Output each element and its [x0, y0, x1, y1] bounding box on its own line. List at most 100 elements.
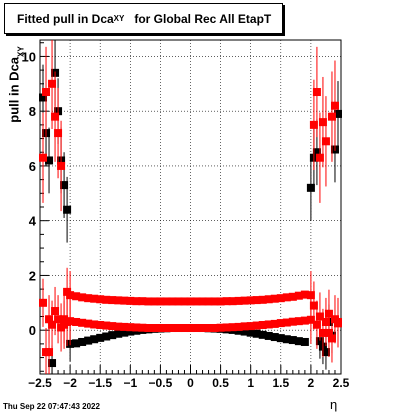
data-point [288, 336, 297, 345]
data-point [300, 316, 309, 325]
y-tick-label: 6 [29, 159, 36, 174]
data-point [240, 327, 249, 336]
data-point [162, 324, 171, 333]
data-point [270, 294, 279, 303]
data-point [42, 88, 51, 97]
data-point [138, 323, 147, 332]
data-point [114, 329, 123, 338]
data-point [90, 320, 99, 329]
data-point [156, 324, 165, 333]
data-point [84, 319, 93, 328]
data-point [270, 319, 279, 328]
data-point [246, 322, 255, 331]
data-point [138, 297, 147, 306]
data-point [144, 324, 153, 333]
y-tick-label: 4 [29, 214, 37, 229]
data-point [240, 296, 249, 305]
title-sub: XY [113, 14, 125, 23]
data-point [228, 297, 237, 306]
data-point [72, 317, 81, 326]
y-tick-label: 8 [29, 104, 36, 119]
data-point [210, 324, 219, 333]
data-point [306, 315, 315, 324]
title-suffix: for Global Rec All EtapT [134, 11, 272, 26]
data-point [132, 323, 141, 332]
data-point [66, 317, 75, 326]
y-tick-label: 10 [22, 49, 36, 64]
data-point [252, 296, 261, 305]
data-point [312, 88, 321, 97]
data-point [78, 318, 87, 327]
data-point [327, 334, 336, 343]
data-point [84, 336, 93, 345]
data-point [114, 322, 123, 331]
x-tick-label: −2.5 [28, 376, 52, 390]
data-point [126, 327, 135, 336]
data-point [258, 295, 267, 304]
data-point [180, 324, 189, 333]
data-point [270, 333, 279, 342]
data-point [252, 329, 261, 338]
data-point [264, 331, 273, 340]
data-point [39, 93, 48, 102]
data-point [321, 317, 330, 326]
x-tick-label: −1.5 [88, 376, 112, 390]
x-tick-label: −1 [123, 376, 137, 390]
data-point [108, 296, 117, 305]
x-tick-label: 2.5 [333, 376, 350, 390]
data-point [276, 294, 285, 303]
data-point [90, 335, 99, 344]
data-point [192, 324, 201, 333]
data-point [192, 297, 201, 306]
data-point [306, 291, 315, 300]
data-point [300, 337, 309, 346]
data-point [96, 320, 105, 329]
data-point [120, 296, 129, 305]
title-main: Fitted pull in Dca [17, 11, 114, 26]
data-point [180, 297, 189, 306]
data-point [78, 337, 87, 346]
data-point [174, 297, 183, 306]
data-point [72, 339, 81, 348]
data-point [246, 296, 255, 305]
data-point [222, 297, 231, 306]
data-point [330, 101, 339, 110]
data-point [48, 359, 57, 368]
x-tick-label: 0.5 [212, 376, 229, 390]
data-point [321, 348, 330, 357]
data-point [120, 322, 129, 331]
data-point [90, 294, 99, 303]
data-point [168, 324, 177, 333]
data-point [168, 297, 177, 306]
data-point [132, 297, 141, 306]
data-point [42, 348, 51, 357]
x-tick-label: −2 [63, 376, 77, 390]
data-point [57, 323, 66, 332]
chart-title: Fitted pull in Dca XY for Global Rec All E… [4, 3, 283, 34]
data-point [45, 315, 54, 324]
x-tick-label: 1.5 [272, 376, 289, 390]
data-point [84, 294, 93, 303]
timestamp: Thu Sep 22 07:47:43 2022 [3, 402, 100, 411]
data-point [45, 156, 54, 165]
data-point [48, 79, 57, 88]
data-point [240, 322, 249, 331]
data-point [315, 312, 324, 321]
x-tick-label: 0 [187, 376, 194, 390]
data-point [114, 296, 123, 305]
data-point [156, 297, 165, 306]
data-point [288, 317, 297, 326]
data-point [264, 295, 273, 304]
data-point [216, 323, 225, 332]
data-point [300, 290, 309, 299]
data-point [333, 317, 342, 326]
data-point [186, 324, 195, 333]
data-point [60, 181, 69, 190]
data-point [198, 297, 207, 306]
data-point [294, 337, 303, 346]
data-point [228, 323, 237, 332]
data-point [63, 205, 72, 214]
data-point [102, 332, 111, 341]
x-tick-label: 2 [308, 376, 315, 390]
